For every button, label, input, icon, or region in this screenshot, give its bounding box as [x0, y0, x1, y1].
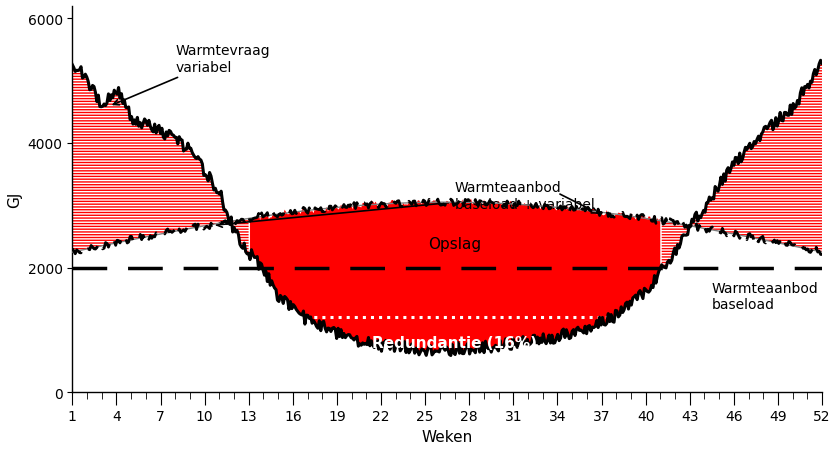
Text: Warmtevraag
variabel: Warmtevraag variabel	[113, 44, 270, 106]
X-axis label: Weken: Weken	[422, 429, 473, 444]
Text: Opslag: Opslag	[428, 237, 481, 252]
Text: Redundantie (16%): Redundantie (16%)	[372, 335, 537, 350]
Text: Warmteaanbod
baseload: Warmteaanbod baseload	[711, 281, 818, 312]
Y-axis label: GJ: GJ	[7, 191, 22, 208]
Text: Warmteaanbod
baseload + variabel: Warmteaanbod baseload + variabel	[217, 181, 594, 228]
